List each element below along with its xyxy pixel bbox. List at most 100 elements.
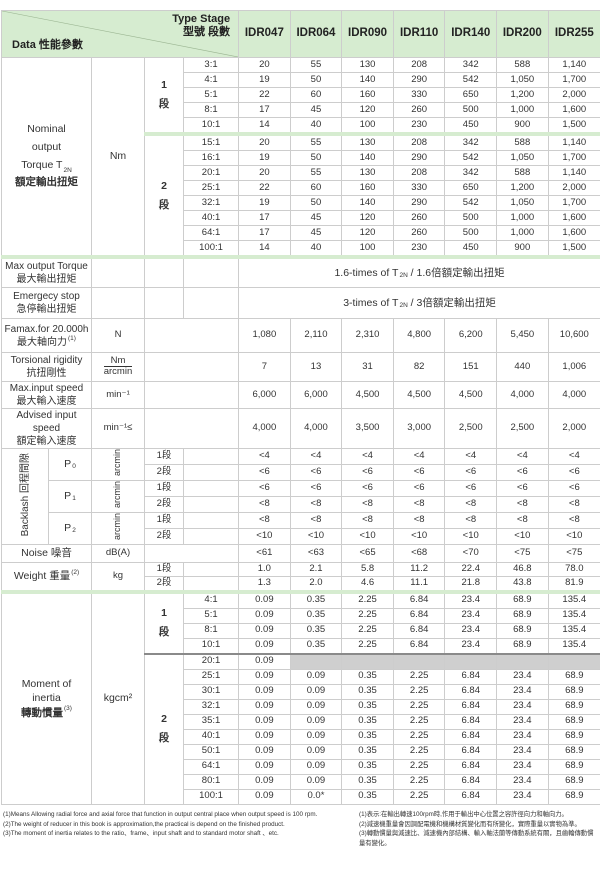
value-cell: <61 — [238, 543, 291, 563]
value-cell: 160 — [341, 87, 394, 103]
value-cell: 0.35 — [341, 788, 394, 805]
value-cell: <4 — [547, 448, 600, 465]
value-text: 17 — [259, 226, 270, 238]
unit-den: arcmin — [103, 366, 133, 378]
value-cell: 20 — [238, 57, 291, 73]
value-text: <8 — [465, 497, 477, 509]
value-text: 0.35 — [358, 760, 377, 772]
ratio-text: 40:1 — [201, 211, 221, 223]
header-row: Type Stage 型號 段數 Data 性能參數 IDR047 IDR064 IDR… — [0, 10, 600, 58]
torque-row: 32:1 19 50 140 290 542 1,050 1,700 — [2, 195, 600, 211]
value-text: 0.35 — [358, 670, 377, 682]
value-text: 11.1 — [410, 576, 429, 588]
ratio-cell: 25:1 — [182, 180, 240, 196]
value-text: 0.09 — [255, 700, 274, 712]
value-text: 6.84 — [461, 715, 480, 727]
value-text: 0.09 — [255, 609, 274, 621]
value-text: 68.9 — [565, 715, 584, 727]
value-cell: 0.09 — [238, 773, 291, 790]
value-text: 440 — [514, 360, 531, 372]
value-cell: 23.4 — [496, 683, 549, 700]
value-cell: 46.8 — [496, 561, 549, 577]
unit-cell: min⁻¹ — [91, 381, 145, 409]
value-text: 6.84 — [409, 624, 429, 636]
value-text: 290 — [411, 196, 428, 208]
value-cell: 45 — [289, 225, 343, 241]
value-text: 1,500 — [562, 118, 587, 130]
value-cell: 0.09 — [238, 728, 291, 745]
ratio-cell: 64:1 — [182, 225, 240, 241]
value-text: 542 — [462, 73, 479, 85]
value-cell: <6 — [496, 463, 549, 481]
stage-num: 2 — [161, 179, 167, 192]
value-text: 23.4 — [513, 685, 532, 697]
row-label: Emergecy stop 急停輸出扭矩 — [1, 287, 92, 319]
label-en: Max.input speed — [9, 383, 84, 394]
stage-cell: 1段 — [144, 511, 184, 529]
value-text: 55 — [310, 136, 322, 148]
value-cell: 0.09 — [238, 683, 291, 700]
value-text: 2.25 — [409, 745, 429, 757]
footnote-ref: (3) — [64, 705, 72, 713]
value-text: <8 — [568, 497, 580, 509]
value-text: 1,140 — [562, 166, 587, 178]
famax-row: Famax.for 20.000h 最大軸向力(1) N 1,080 2,110 2,31… — [1, 318, 600, 353]
value-cell: 0.09 — [238, 607, 291, 624]
ratio-cell: 64:1 — [182, 758, 240, 775]
ratio-cell: 80:1 — [182, 773, 240, 790]
value-cell: 6.84 — [444, 713, 498, 730]
value-cell: <8 — [238, 511, 291, 529]
value-text: 542 — [462, 196, 479, 208]
value-text: <8 — [413, 497, 425, 509]
empty-cell — [289, 652, 343, 670]
value-cell: 0.0* — [289, 788, 343, 805]
value-cell: 1,050 — [496, 150, 549, 166]
value-text: 23.4 — [461, 594, 480, 606]
value-cell: 50 — [289, 72, 343, 88]
value-cell: <63 — [289, 543, 343, 563]
value-cell: 2.25 — [392, 713, 446, 730]
row-label: Torsional rigidity 抗扭剛性 — [1, 352, 92, 382]
inertia-row: 8:1 0.09 0.35 2.25 6.84 23.4 68.9 135.4 — [2, 622, 600, 639]
value-text: <8 — [516, 497, 528, 509]
value-text: 0.35 — [358, 685, 377, 697]
value-text: 13 — [310, 360, 322, 372]
ratio-text: 100:1 — [199, 241, 223, 253]
value-cell: 23.4 — [496, 788, 549, 805]
value-cell: 2.1 — [289, 561, 343, 577]
value-text: 3,000 — [407, 422, 432, 434]
empty-cell — [182, 287, 240, 319]
ratio-text: 4:1 — [204, 73, 218, 85]
ratio-text: 32:1 — [201, 700, 221, 712]
value-cell: 20 — [238, 132, 291, 151]
ratio-text: 16:1 — [201, 151, 221, 163]
value-text: 208 — [411, 58, 428, 70]
value-cell: <8 — [392, 511, 446, 529]
value-text: 1,050 — [510, 73, 535, 85]
value-cell: 6,200 — [444, 318, 498, 353]
row-label: Max output Torque 最大輸出扭矩 — [1, 255, 92, 288]
ratio-text: 40:1 — [201, 730, 221, 742]
empty-cell — [392, 652, 446, 670]
value-text: 11.2 — [410, 562, 429, 574]
value-cell: 2.25 — [341, 622, 394, 639]
empty-cell — [182, 255, 240, 288]
value-text: 1,006 — [562, 360, 587, 372]
unit-num: Nm — [103, 355, 133, 368]
value-text: 588 — [514, 58, 531, 70]
value-cell: 60 — [289, 180, 343, 196]
ratio-text: 32:1 — [201, 196, 221, 208]
value-cell: 0.09 — [289, 743, 343, 760]
value-text: 2,500 — [510, 422, 535, 434]
unit-cell: Nm arcmin — [91, 352, 145, 382]
ratio-text: 20:1 — [201, 166, 221, 178]
label-en: Advised input speed — [16, 410, 77, 434]
value-cell: 1,600 — [547, 210, 600, 226]
model-name: IDR255 — [554, 27, 594, 40]
value-text: 1.3 — [257, 576, 271, 588]
value-text: 4,500 — [355, 388, 380, 400]
value-cell: 440 — [496, 352, 549, 382]
value-cell: 0.09 — [289, 773, 343, 790]
value-cell: 0.09 — [238, 758, 291, 775]
row-label: Advised input speed 額定輸入速度 — [1, 408, 92, 449]
